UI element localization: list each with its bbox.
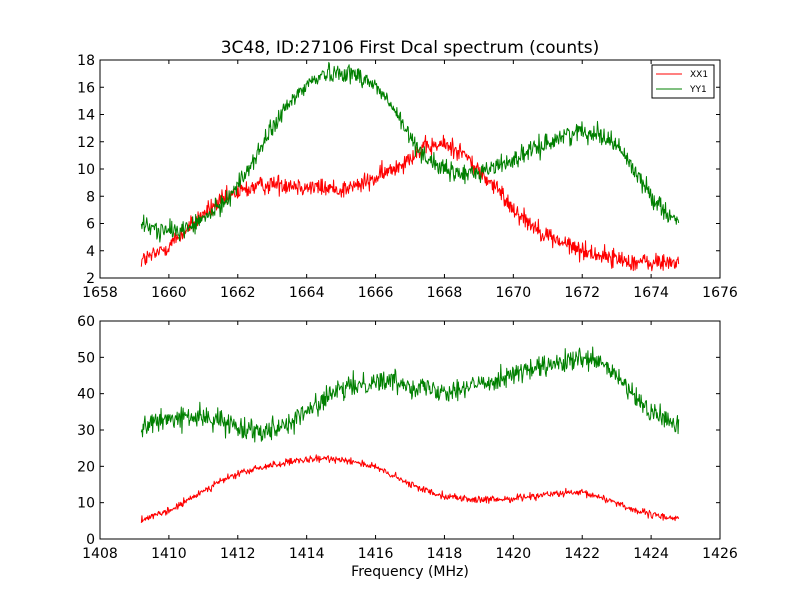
x-tick-label: 1408 bbox=[82, 546, 118, 562]
y-tick-label: 4 bbox=[86, 244, 95, 260]
x-axis-label: Frequency (MHz) bbox=[351, 564, 469, 580]
bottom-panel-series-group bbox=[140, 346, 680, 523]
y-tick-label: 0 bbox=[86, 532, 95, 548]
y-tick-label: 40 bbox=[77, 387, 95, 403]
y-tick-label: 14 bbox=[77, 108, 95, 124]
y-tick-label: 10 bbox=[77, 162, 95, 178]
x-tick-label: 1664 bbox=[289, 285, 325, 301]
x-tick-label: 1414 bbox=[289, 546, 325, 562]
y-tick-label: 8 bbox=[86, 189, 95, 205]
panel-1-series-0-line bbox=[140, 454, 680, 523]
y-tick-label: 18 bbox=[77, 53, 95, 69]
panel-1-series-1-line bbox=[140, 346, 680, 443]
x-tick-label: 1410 bbox=[151, 546, 187, 562]
y-tick-label: 16 bbox=[77, 80, 95, 96]
x-tick-label: 1658 bbox=[82, 285, 118, 301]
panel-0-series-1-line bbox=[140, 61, 680, 243]
x-tick-label: 1672 bbox=[564, 285, 600, 301]
x-tick-label: 1418 bbox=[427, 546, 463, 562]
x-tick-label: 1420 bbox=[496, 546, 532, 562]
top-panel-ticks: 1658 1660 1662 1664 1666 1668 1670 1672 1674 1676… bbox=[77, 53, 738, 301]
top-panel-series-group bbox=[140, 61, 680, 272]
x-tick-label: 1412 bbox=[220, 546, 256, 562]
y-tick-label: 10 bbox=[77, 496, 95, 512]
top-panel: 3C48, ID:27106 First Dcal spectrum (coun… bbox=[77, 38, 738, 301]
y-tick-label: 6 bbox=[86, 217, 95, 233]
y-tick-label: 30 bbox=[77, 423, 95, 439]
x-tick-label: 1416 bbox=[358, 546, 394, 562]
x-tick-label: 1666 bbox=[358, 285, 394, 301]
x-tick-label: 1660 bbox=[151, 285, 187, 301]
x-tick-label: 1674 bbox=[633, 285, 669, 301]
x-tick-label: 1422 bbox=[564, 546, 600, 562]
x-tick-label: 1662 bbox=[220, 285, 256, 301]
x-tick-label: 1676 bbox=[702, 285, 738, 301]
x-tick-label: 1424 bbox=[633, 546, 669, 562]
y-tick-label: 20 bbox=[77, 459, 95, 475]
bottom-panel: 1408 1410 1412 1414 1416 1418 1420 1422 1424 1426… bbox=[77, 314, 738, 580]
legend-label-xx1: XX1 bbox=[690, 70, 708, 80]
y-tick-label: 2 bbox=[86, 271, 95, 287]
x-tick-label: 1670 bbox=[496, 285, 532, 301]
top-panel-legend: XX1 YY1 bbox=[651, 64, 715, 99]
top-panel-title: 3C48, ID:27106 First Dcal spectrum (coun… bbox=[221, 38, 600, 58]
bottom-panel-ticks: 1408 1410 1412 1414 1416 1418 1420 1422 1424 1426… bbox=[77, 314, 738, 562]
y-tick-label: 12 bbox=[77, 135, 95, 151]
legend-box bbox=[651, 64, 715, 99]
y-tick-label: 50 bbox=[77, 350, 95, 366]
x-tick-label: 1668 bbox=[427, 285, 463, 301]
x-tick-label: 1426 bbox=[702, 546, 738, 562]
y-tick-label: 60 bbox=[77, 314, 95, 330]
legend-label-yy1: YY1 bbox=[689, 85, 707, 95]
